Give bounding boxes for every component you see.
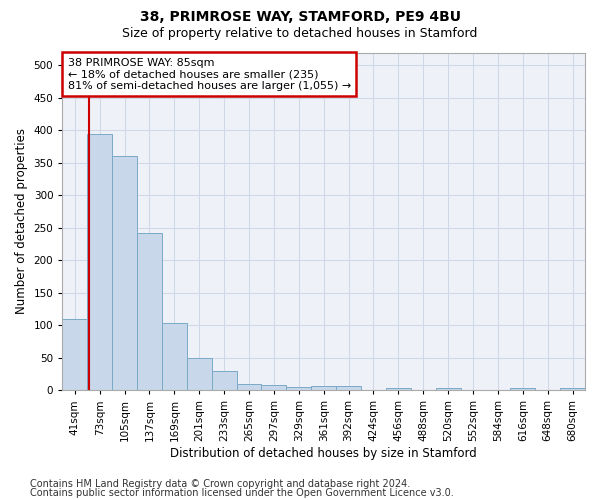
Bar (137, 233, 162, 390)
X-axis label: Distribution of detached houses by size in Stamford: Distribution of detached houses by size … (170, 447, 477, 460)
Text: Contains public sector information licensed under the Open Government Licence v3: Contains public sector information licen… (30, 488, 454, 498)
Bar (62, 319, 87, 390)
Bar (311, 386, 336, 390)
Bar (386, 388, 411, 390)
Bar (511, 388, 535, 390)
Text: 38 PRIMROSE WAY: 85sqm
← 18% of detached houses are smaller (235)
81% of semi-de: 38 PRIMROSE WAY: 85sqm ← 18% of detached… (68, 58, 351, 91)
Bar (286, 387, 311, 390)
Text: Contains HM Land Registry data © Crown copyright and database right 2024.: Contains HM Land Registry data © Crown c… (30, 479, 410, 489)
Bar (560, 388, 585, 390)
Bar (162, 322, 187, 390)
Bar (336, 386, 361, 390)
Bar (262, 385, 286, 390)
Text: 38, PRIMROSE WAY, STAMFORD, PE9 4BU: 38, PRIMROSE WAY, STAMFORD, PE9 4BU (139, 10, 461, 24)
Text: Size of property relative to detached houses in Stamford: Size of property relative to detached ho… (122, 28, 478, 40)
Bar (212, 371, 236, 390)
Bar (112, 156, 137, 390)
Y-axis label: Number of detached properties: Number of detached properties (15, 128, 28, 314)
Bar (187, 358, 212, 390)
Bar (87, 134, 112, 390)
Bar (236, 384, 262, 390)
Bar (436, 388, 461, 390)
